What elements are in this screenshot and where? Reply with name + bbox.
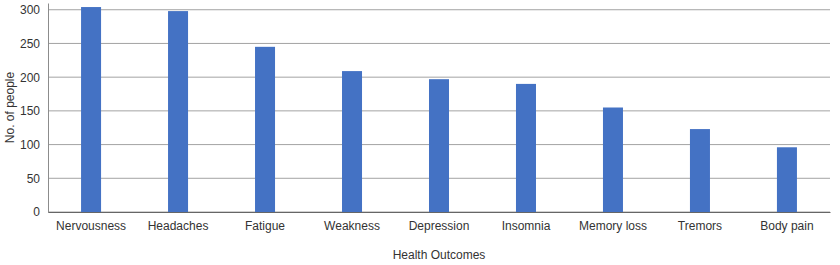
bar	[429, 79, 449, 212]
x-tick: Body pain	[760, 212, 813, 233]
x-tick-label: Headaches	[148, 219, 209, 233]
x-tick-label: Weakness	[324, 219, 380, 233]
y-tick-label: 100	[20, 138, 40, 152]
x-tick: Nervousness	[56, 212, 126, 233]
x-tick: Memory loss	[579, 212, 647, 233]
bar	[81, 7, 101, 212]
x-axis: Nervousness Headaches Fatigue Weakness Depre…	[49, 212, 831, 233]
y-tick: 0	[33, 205, 48, 219]
x-tick: Tremors	[678, 212, 722, 233]
bar	[777, 147, 797, 212]
bar	[342, 71, 362, 212]
x-tick-label: Fatigue	[245, 219, 285, 233]
grid-line	[48, 77, 830, 78]
y-tick: 250	[20, 37, 48, 51]
x-tick: Headaches	[148, 212, 209, 233]
y-tick: 200	[20, 71, 48, 85]
bar	[168, 11, 188, 212]
y-tick: 300	[20, 3, 48, 17]
x-tick: Fatigue	[245, 212, 285, 233]
bars	[81, 7, 797, 212]
y-tick: 50	[27, 172, 48, 186]
y-axis-line	[48, 4, 49, 213]
chart: 0 50 100 150 200 250 300 Nervousness Headaches Fa…	[0, 0, 840, 265]
y-tick-label: 150	[20, 104, 40, 118]
x-tick-label: Insomnia	[502, 219, 551, 233]
x-tick: Weakness	[324, 212, 380, 233]
y-axis-title: No. of people	[3, 71, 17, 143]
grid-line	[48, 9, 830, 10]
y-tick-label: 300	[20, 3, 40, 17]
x-axis-line	[49, 212, 831, 213]
x-axis-title: Health Outcomes	[393, 248, 486, 262]
bar	[255, 47, 275, 212]
x-tick: Insomnia	[502, 212, 551, 233]
y-axis: 0 50 100 150 200 250 300	[20, 3, 49, 219]
x-tick-label: Depression	[409, 219, 470, 233]
y-tick-label: 200	[20, 71, 40, 85]
bar	[516, 84, 536, 212]
y-tick: 150	[20, 104, 48, 118]
y-tick-label: 0	[33, 205, 40, 219]
x-tick-label: Tremors	[678, 219, 722, 233]
grid	[48, 10, 830, 212]
y-tick: 100	[20, 138, 48, 152]
x-tick-label: Nervousness	[56, 219, 126, 233]
y-tick-label: 50	[27, 172, 41, 186]
grid-line	[48, 43, 830, 44]
bar	[690, 129, 710, 212]
plot: 0 50 100 150 200 250 300 Nervousness Headaches Fa…	[20, 3, 831, 232]
x-tick-label: Body pain	[760, 219, 813, 233]
bar	[603, 108, 623, 213]
x-tick: Depression	[409, 212, 470, 233]
y-tick-label: 250	[20, 37, 40, 51]
x-tick-label: Memory loss	[579, 219, 647, 233]
